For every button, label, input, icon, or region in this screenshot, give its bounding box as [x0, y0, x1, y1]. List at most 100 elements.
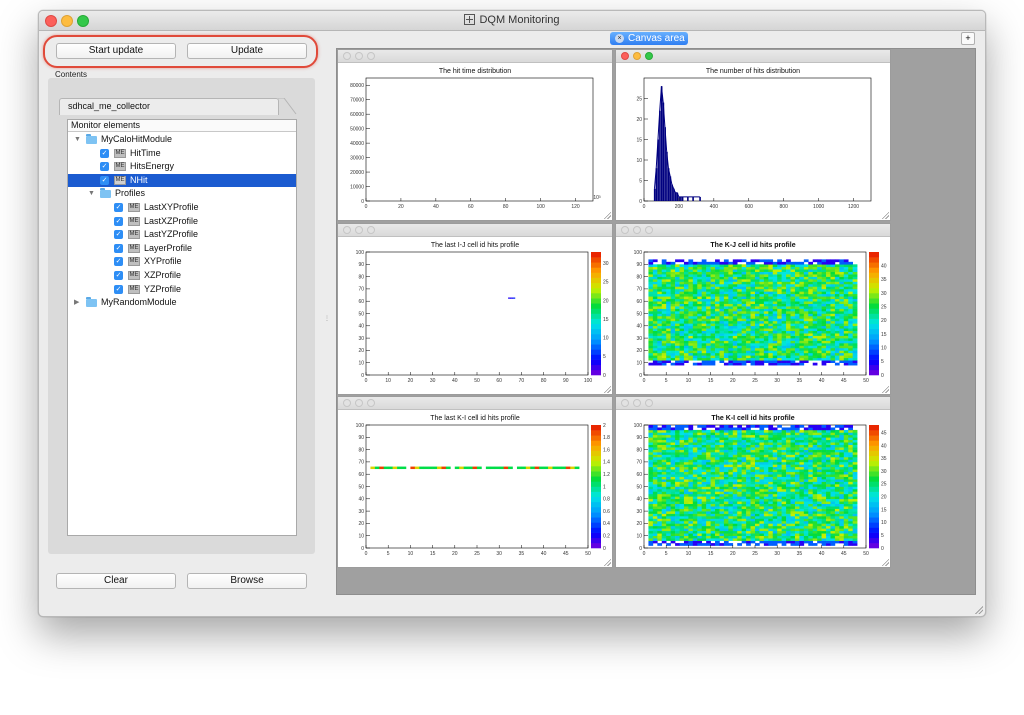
- minimize-subwindow-icon[interactable]: [633, 399, 641, 407]
- close-subwindow-icon[interactable]: [621, 399, 629, 407]
- checkbox-checked-icon[interactable]: ✓: [100, 162, 109, 172]
- heatmap-cell: [666, 530, 671, 534]
- close-subwindow-icon[interactable]: [621, 226, 629, 234]
- checkbox-checked-icon[interactable]: ✓: [100, 175, 109, 185]
- zoom-subwindow-icon[interactable]: [645, 52, 653, 60]
- heatmap-cell: [732, 355, 738, 359]
- checkbox-checked-icon[interactable]: ✓: [114, 257, 123, 267]
- heatmap-cell: [679, 264, 685, 268]
- subwindow-title-bar[interactable]: [338, 50, 612, 63]
- heatmap-cell: [652, 298, 658, 302]
- canvas-subwindow[interactable]: The last K-I cell id hits profile 0 5 10 15 2…: [337, 396, 613, 568]
- heatmap-cell: [666, 493, 671, 497]
- heatmap-cell: [834, 323, 840, 327]
- zoom-subwindow-icon[interactable]: [645, 399, 653, 407]
- subwindow-title-bar[interactable]: [338, 397, 612, 410]
- add-canvas-button[interactable]: +: [961, 32, 975, 45]
- minimize-subwindow-icon[interactable]: [355, 226, 363, 234]
- splitter-handle[interactable]: ⋮: [324, 316, 330, 322]
- heatmap-cell: [812, 434, 818, 438]
- zoom-subwindow-icon[interactable]: [367, 399, 375, 407]
- minimize-subwindow-icon[interactable]: [355, 399, 363, 407]
- subwindow-resize-grip[interactable]: [603, 385, 611, 393]
- monitor-elements-tree[interactable]: Monitor elements ▼ MyCaloHitModule ✓ ME HitT…: [67, 119, 297, 536]
- heatmap-cell: [794, 362, 800, 366]
- zoom-subwindow-icon[interactable]: [367, 226, 375, 234]
- close-subwindow-icon[interactable]: [343, 399, 351, 407]
- heatmap-cell: [799, 345, 805, 349]
- tree-item-lastxzprofile[interactable]: ✓ ME LastXZProfile: [68, 215, 296, 228]
- canvas-subwindow[interactable]: The hit time distribution 0 20 40 60 80 100 120…: [337, 49, 613, 221]
- zoom-subwindow-icon[interactable]: [367, 52, 375, 60]
- tree-item-profiles[interactable]: ▼ Profiles: [68, 187, 296, 200]
- expanded-arrow-icon[interactable]: ▼: [88, 190, 95, 198]
- heatmap-cell: [826, 437, 831, 441]
- update-button[interactable]: Update: [187, 43, 307, 59]
- canvas-subwindow[interactable]: The K-I cell id hits profile 0 5 10 15 20 25 30…: [615, 396, 891, 568]
- heatmap-cell: [706, 269, 711, 272]
- zoom-window-icon[interactable]: [77, 15, 89, 27]
- subwindow-resize-grip[interactable]: [603, 211, 611, 219]
- tree-item-layerprofile[interactable]: ✓ ME LayerProfile: [68, 242, 296, 255]
- close-subwindow-icon[interactable]: [343, 52, 351, 60]
- heatmap-cell: [843, 429, 849, 433]
- close-window-icon[interactable]: [45, 15, 57, 27]
- subwindow-resize-grip[interactable]: [881, 385, 889, 393]
- checkbox-checked-icon[interactable]: ✓: [114, 243, 123, 253]
- tree-item-xzprofile[interactable]: ✓ ME XZProfile: [68, 269, 296, 282]
- heatmap-cell: [661, 330, 667, 334]
- subwindow-resize-grip[interactable]: [603, 558, 611, 566]
- subwindow-resize-grip[interactable]: [881, 558, 889, 566]
- window-resize-grip[interactable]: [974, 605, 983, 614]
- heatmap-cell: [843, 535, 849, 539]
- minimize-window-icon[interactable]: [61, 15, 73, 27]
- clear-button[interactable]: Clear: [56, 573, 176, 589]
- tree-item-lastxyprofile[interactable]: ✓ ME LastXYProfile: [68, 201, 296, 214]
- heatmap-cell: [839, 320, 845, 324]
- tree-item-hitsenergy[interactable]: ✓ ME HitsEnergy: [68, 160, 296, 173]
- collector-tab[interactable]: sdhcal_me_collector: [59, 98, 279, 115]
- title-bar[interactable]: DQM Monitoring: [39, 11, 985, 31]
- tree-item-yzprofile[interactable]: ✓ ME YZProfile: [68, 283, 296, 296]
- start-update-button[interactable]: Start update: [56, 43, 176, 59]
- tree-item-myrandommodule[interactable]: ▶ MyRandomModule: [68, 296, 296, 309]
- checkbox-checked-icon[interactable]: ✓: [114, 230, 123, 240]
- browse-button[interactable]: Browse: [187, 573, 307, 589]
- checkbox-checked-icon[interactable]: ✓: [100, 148, 109, 158]
- checkbox-checked-icon[interactable]: ✓: [114, 284, 123, 294]
- subwindow-title-bar[interactable]: [616, 224, 890, 237]
- heatmap-cell: [817, 311, 822, 314]
- checkbox-checked-icon[interactable]: ✓: [114, 271, 123, 280]
- heatmap-cell: [772, 271, 778, 275]
- heatmap-cell: [839, 476, 845, 480]
- subwindow-title-bar[interactable]: [338, 224, 612, 237]
- heatmap-cell: [370, 466, 376, 470]
- subwindow-title-bar[interactable]: [616, 50, 890, 63]
- tree-item-hittime[interactable]: ✓ ME HitTime: [68, 147, 296, 160]
- canvas-area-tab[interactable]: × Canvas area: [610, 32, 688, 45]
- close-tab-icon[interactable]: ×: [615, 34, 624, 43]
- canvas-subwindow[interactable]: The number of hits distribution 0 200 400 60…: [615, 49, 891, 221]
- close-subwindow-icon[interactable]: [621, 52, 629, 60]
- tree-item-xyprofile[interactable]: ✓ ME XYProfile: [68, 255, 296, 268]
- expanded-arrow-icon[interactable]: ▼: [74, 136, 81, 143]
- heatmap-cell: [772, 313, 778, 317]
- heatmap-cell: [732, 518, 738, 522]
- minimize-subwindow-icon[interactable]: [633, 52, 641, 60]
- checkbox-checked-icon[interactable]: ✓: [114, 203, 123, 212]
- zoom-subwindow-icon[interactable]: [645, 226, 653, 234]
- tree-item-nhit[interactable]: ✓ ME NHit: [68, 173, 296, 187]
- tree-item-lastyzprofile[interactable]: ✓ ME LastYZProfile: [68, 228, 296, 241]
- canvas-subwindow[interactable]: The K-J cell id hits profile 0 5 10 15 20 25 30…: [615, 223, 891, 395]
- heatmap-cell: [719, 513, 725, 517]
- collapsed-arrow-icon[interactable]: ▶: [74, 299, 80, 307]
- minimize-subwindow-icon[interactable]: [355, 52, 363, 60]
- minimize-subwindow-icon[interactable]: [633, 226, 641, 234]
- close-subwindow-icon[interactable]: [343, 226, 351, 234]
- tree-item-mycalohitmodule[interactable]: ▼ MyCaloHitModule: [68, 133, 296, 146]
- canvas-subwindow[interactable]: The last I-J cell id hits profile 0 10 20 30…: [337, 223, 613, 395]
- checkbox-checked-icon[interactable]: ✓: [114, 216, 123, 226]
- heatmap-cell: [688, 540, 694, 544]
- subwindow-resize-grip[interactable]: [881, 211, 889, 219]
- subwindow-title-bar[interactable]: [616, 397, 890, 410]
